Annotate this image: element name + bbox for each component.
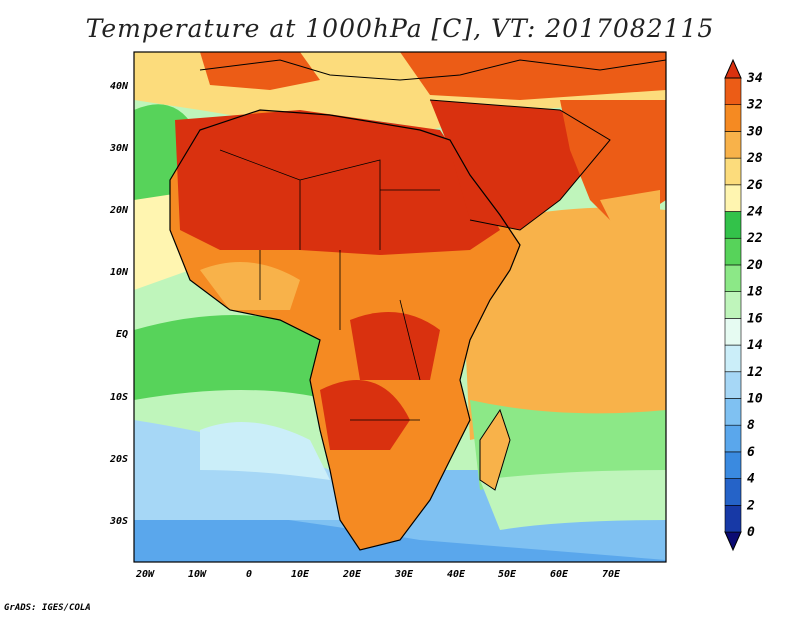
lon-tick-label: 70E <box>602 569 621 580</box>
gulf-of-guinea-warm <box>134 315 330 400</box>
colorbar-min-arrow <box>724 531 742 552</box>
colorbar-segment <box>724 131 742 159</box>
lat-tick-label: 40N <box>110 81 129 92</box>
lat-axis: 40N 30N 20N 10N EQ 10S 20S 30S <box>109 81 129 527</box>
colorbar-max-arrow <box>724 58 742 79</box>
colorbar-tick-label: 4 <box>747 472 755 487</box>
lat-tick-label: 20S <box>109 454 128 465</box>
lat-tick-label: 10S <box>110 392 128 403</box>
colorbar-segment <box>724 478 742 506</box>
colorbar-tick-label: 18 <box>747 285 763 300</box>
colorbar-tick-label: 32 <box>746 98 763 113</box>
indian-ocean-green <box>470 400 666 490</box>
europe-coastline <box>199 59 666 81</box>
lat-tick-label: 10N <box>110 267 129 278</box>
colorbar-tick-label: 0 <box>747 525 755 540</box>
colorbar-tick-label: 16 <box>747 311 763 326</box>
colorbar-tick-label: 34 <box>746 71 763 86</box>
colorbar-tick-label: 30 <box>746 124 763 139</box>
colorbar-segment <box>724 291 742 319</box>
middle-east-hot <box>400 52 666 100</box>
colorbar-segment <box>724 264 742 292</box>
lat-tick-label: 20N <box>109 205 129 216</box>
colorbar-segment <box>724 77 742 106</box>
lon-axis: 20W 10W 0 10E 20E 30E 40E 50E 60E 70E <box>135 569 621 580</box>
africa-coastline <box>169 109 521 551</box>
lon-tick-label: 30E <box>394 569 414 580</box>
colorbar-tick-label: 20 <box>746 258 763 273</box>
iberia-hot <box>200 52 320 90</box>
map-frame <box>133 51 667 563</box>
colorbar-tick-label: 24 <box>746 205 763 220</box>
credit-text: GrADS: IGES/COLA <box>4 603 91 613</box>
colorbar-tick-label: 28 <box>746 151 763 166</box>
lon-tick-label: 20E <box>342 569 362 580</box>
colorbar-tick-label: 6 <box>747 445 755 460</box>
madagascar <box>479 408 511 491</box>
southern-africa-hot <box>320 380 410 450</box>
colorbar-tick-label: 22 <box>746 231 763 246</box>
colorbar-tick-label: 12 <box>747 365 763 380</box>
colorbar-tick-label: 8 <box>747 418 755 433</box>
lon-tick-label: 10E <box>291 569 310 580</box>
colorbar-segment <box>724 424 742 453</box>
temperature-map <box>134 52 666 562</box>
colorbar-tick-label: 2 <box>746 498 755 513</box>
lat-tick-label: EQ <box>116 329 128 340</box>
south-atlantic-cooler <box>200 422 330 480</box>
lat-tick-label: 30N <box>109 143 129 154</box>
lon-tick-label: 20W <box>135 569 155 580</box>
colorbar-segment <box>724 371 742 399</box>
arabia-coastline <box>429 99 611 231</box>
indian-ocean-south <box>480 470 666 530</box>
arabia-hottest <box>430 100 610 230</box>
lon-tick-label: 60E <box>550 569 569 580</box>
sahara-hottest <box>175 110 500 255</box>
lon-tick-label: 50E <box>498 569 517 580</box>
lon-tick-label: 0 <box>246 569 252 580</box>
colorbar-segment <box>724 184 742 212</box>
india-warm <box>600 190 660 280</box>
colorbar-tick-label: 14 <box>747 338 763 353</box>
south-africa-warm <box>350 457 410 520</box>
colorbar-segment <box>724 398 742 426</box>
country-borders <box>219 149 440 421</box>
colorbar-tick-label: 10 <box>747 391 763 406</box>
colorbar-segment <box>724 237 742 266</box>
colorbar-tick-label: 26 <box>746 178 763 193</box>
colorbar-segment <box>724 318 742 346</box>
west-africa-warm <box>200 262 300 310</box>
central-africa-hot <box>350 312 440 380</box>
colorbar-segment <box>724 104 742 132</box>
colorbar-segment <box>724 504 742 533</box>
colorbar-segment <box>724 211 742 239</box>
plot-title: Temperature at 1000hPa [C], VT: 20170821… <box>85 14 715 43</box>
colorbar-segment <box>724 451 742 479</box>
lon-tick-label: 10W <box>188 569 207 580</box>
colorbar-segment <box>724 157 742 186</box>
lat-tick-label: 30S <box>109 516 128 527</box>
colorbar-segment <box>724 344 742 373</box>
lon-tick-label: 40E <box>447 569 466 580</box>
southern-ocean-coldest <box>134 500 666 562</box>
